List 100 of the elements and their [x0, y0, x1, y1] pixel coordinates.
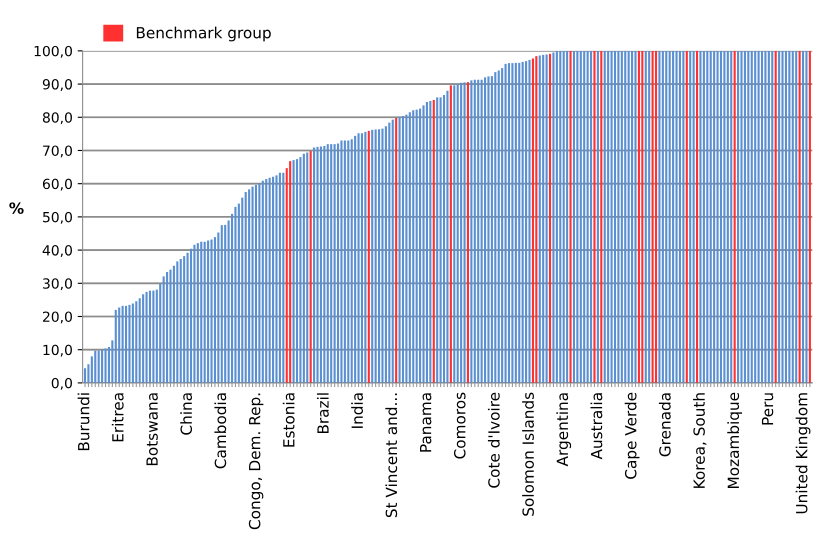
bar [186, 252, 189, 383]
x-tick-label: Burundi [78, 393, 90, 450]
bar [559, 50, 562, 383]
x-tick-label: Eritrea [112, 393, 124, 442]
bar [768, 50, 770, 383]
bar [265, 179, 268, 383]
bar [282, 172, 284, 383]
bar [166, 272, 168, 383]
bar [641, 50, 644, 383]
y-tick-label: 40,0 [42, 245, 72, 257]
bar [398, 116, 401, 383]
bar [196, 243, 199, 383]
bar [702, 50, 705, 383]
y-tick-label: 0,0 [52, 378, 72, 390]
bar [132, 304, 134, 383]
x-tick-label: China [180, 393, 192, 435]
bar [723, 50, 726, 383]
bar [220, 225, 223, 383]
bar [692, 50, 695, 383]
bar [758, 50, 760, 383]
bar [593, 50, 596, 383]
bar [484, 77, 486, 383]
bar [272, 176, 274, 383]
x-tick-label: Cape Verde [624, 392, 640, 479]
y-tick-label: 60,0 [42, 178, 72, 191]
bar [334, 144, 336, 383]
y-tick-label: 30,0 [43, 278, 72, 290]
bar [193, 244, 196, 383]
bar [771, 50, 774, 383]
bar [419, 108, 422, 383]
bar [734, 50, 736, 383]
bar [511, 63, 514, 383]
bar [747, 50, 750, 383]
y-tick-label: 70,0 [43, 145, 72, 158]
bar [569, 50, 572, 383]
x-tick-label: Cote d'Ivoire [488, 392, 500, 488]
bar [774, 50, 777, 383]
x-tick-label: Grenada [658, 393, 671, 456]
bar [628, 50, 630, 383]
x-tick-label: Panama [420, 393, 432, 452]
bar [326, 144, 329, 383]
bar [805, 50, 808, 383]
bar [514, 62, 517, 383]
bar [292, 160, 295, 383]
bar [251, 186, 254, 383]
bar [675, 50, 678, 383]
x-tick-label: Australia [590, 393, 602, 460]
bar [347, 140, 350, 383]
bar [210, 239, 213, 383]
bar [586, 50, 589, 383]
bar [760, 50, 764, 383]
bar [620, 50, 623, 383]
bar [306, 152, 308, 383]
legend-label: Benchmark group [136, 26, 271, 42]
bar [614, 50, 616, 383]
bar [713, 50, 716, 383]
bar [689, 50, 692, 383]
bar [652, 50, 654, 383]
bar [278, 172, 281, 383]
bar [313, 147, 316, 383]
bar [148, 290, 152, 383]
x-tick-label: Botswana [146, 393, 158, 466]
bar [699, 50, 702, 383]
bar [668, 50, 671, 383]
bar [556, 51, 558, 383]
bar [145, 292, 148, 383]
bar [654, 50, 658, 383]
bar [706, 50, 708, 383]
bar [494, 72, 496, 383]
bar [631, 50, 634, 383]
y-tick-label: 10,0 [43, 344, 72, 357]
bar [98, 350, 100, 383]
bar [323, 146, 326, 383]
bar [566, 50, 568, 383]
bar [518, 62, 520, 383]
bar [388, 122, 390, 383]
bar [320, 146, 322, 383]
bar [200, 242, 202, 383]
bar [350, 139, 353, 383]
bar [378, 129, 380, 383]
bar [764, 50, 766, 383]
bar [408, 112, 411, 383]
bar [450, 85, 452, 383]
x-tick-label: Korea, South [693, 393, 706, 488]
bar [572, 50, 576, 383]
bar [466, 82, 470, 383]
bar [744, 50, 746, 383]
bar [436, 97, 438, 383]
y-tick-label: 100,0 [34, 46, 72, 58]
y-axis-title: % [9, 202, 24, 214]
bar [412, 110, 414, 383]
bar [402, 116, 404, 383]
bar [124, 306, 128, 383]
bar [808, 50, 811, 383]
bar [432, 100, 435, 383]
y-tick-label: 20,0 [42, 311, 72, 324]
bar [798, 50, 801, 383]
bar [648, 50, 650, 383]
bar [176, 261, 178, 383]
bar [395, 118, 398, 383]
